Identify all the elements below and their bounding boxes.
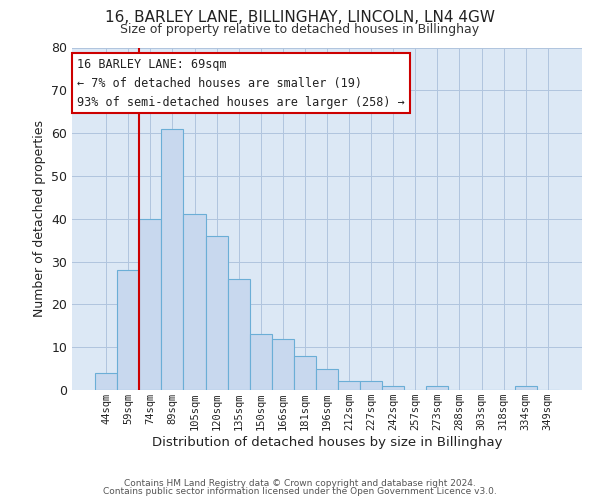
Bar [316, 368, 338, 390]
Bar [272, 338, 294, 390]
Y-axis label: Number of detached properties: Number of detached properties [32, 120, 46, 318]
Text: 16, BARLEY LANE, BILLINGHAY, LINCOLN, LN4 4GW: 16, BARLEY LANE, BILLINGHAY, LINCOLN, LN… [105, 10, 495, 25]
Bar [139, 219, 161, 390]
Text: Contains public sector information licensed under the Open Government Licence v3: Contains public sector information licen… [103, 487, 497, 496]
Bar [117, 270, 139, 390]
Bar [161, 129, 184, 390]
Bar [382, 386, 404, 390]
Bar [360, 382, 382, 390]
Text: Contains HM Land Registry data © Crown copyright and database right 2024.: Contains HM Land Registry data © Crown c… [124, 478, 476, 488]
Text: 16 BARLEY LANE: 69sqm
← 7% of detached houses are smaller (19)
93% of semi-detac: 16 BARLEY LANE: 69sqm ← 7% of detached h… [77, 58, 405, 109]
Bar [184, 214, 206, 390]
Bar [95, 373, 117, 390]
Bar [338, 382, 360, 390]
Text: Size of property relative to detached houses in Billinghay: Size of property relative to detached ho… [121, 22, 479, 36]
Bar [294, 356, 316, 390]
X-axis label: Distribution of detached houses by size in Billinghay: Distribution of detached houses by size … [152, 436, 502, 449]
Bar [427, 386, 448, 390]
Bar [250, 334, 272, 390]
Bar [227, 278, 250, 390]
Bar [515, 386, 537, 390]
Bar [206, 236, 227, 390]
